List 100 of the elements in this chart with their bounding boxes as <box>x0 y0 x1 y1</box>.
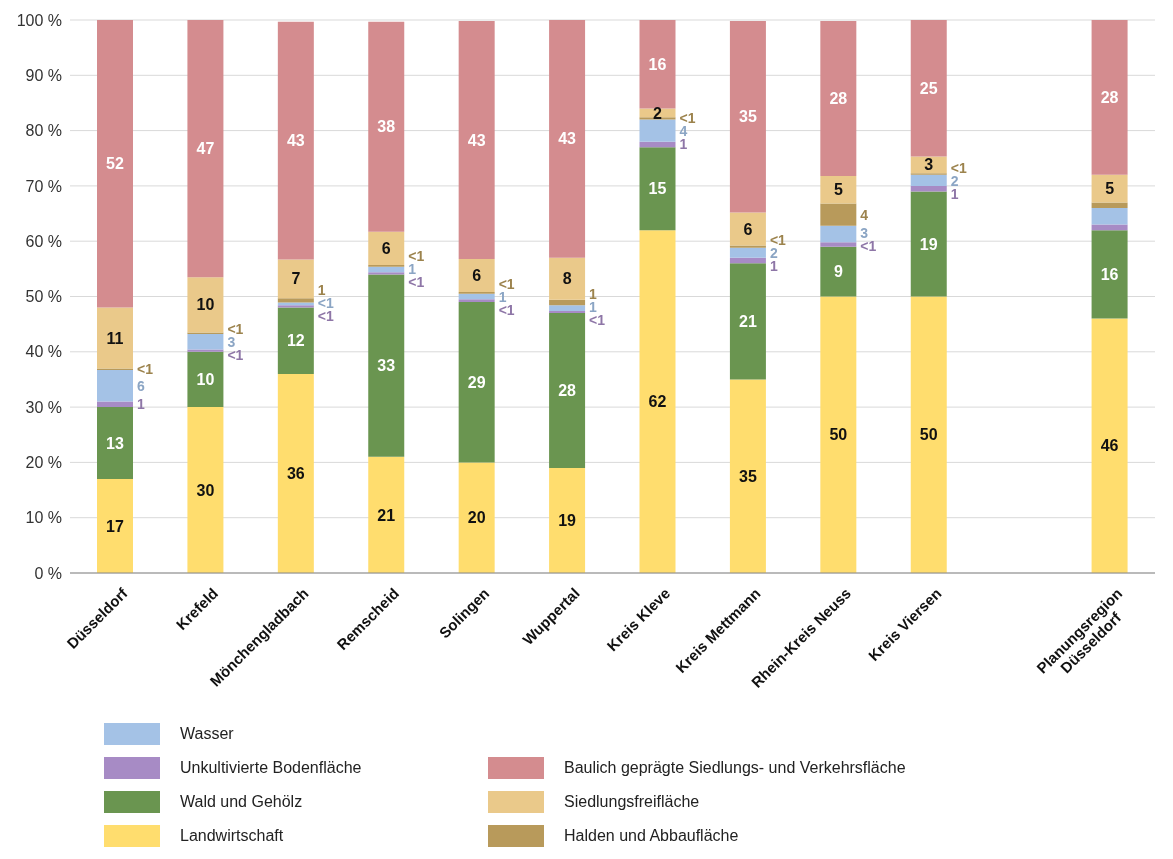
bar <box>1091 224 1128 231</box>
bar <box>368 21 405 232</box>
data-label: 46 <box>1100 437 1119 455</box>
legend-label: Halden und Abbaufläche <box>564 827 739 845</box>
bar <box>458 21 495 259</box>
legend-label: Landwirtschaft <box>180 827 284 845</box>
bar <box>820 21 857 176</box>
bar <box>458 299 495 303</box>
y-tick-label: 100 % <box>16 11 62 29</box>
bar <box>458 258 495 293</box>
bar <box>910 296 947 573</box>
data-label: 21 <box>377 506 396 524</box>
bar <box>729 257 766 264</box>
bar <box>458 302 495 463</box>
data-label: 35 <box>739 108 757 126</box>
bar <box>187 407 224 573</box>
bar <box>910 185 947 192</box>
data-label: 20 <box>467 509 486 527</box>
data-label: 16 <box>648 55 667 73</box>
data-label: 15 <box>648 180 667 198</box>
bar <box>368 272 405 275</box>
data-label: 33 <box>377 357 396 375</box>
bar <box>97 307 133 369</box>
data-label: 5 <box>833 181 843 199</box>
data-label: 1 <box>137 396 145 413</box>
data-label: 7 <box>291 270 301 288</box>
bar <box>549 305 586 311</box>
data-label: 28 <box>1100 89 1119 107</box>
data-label: 5 <box>1105 180 1115 198</box>
y-tick-label: 10 % <box>25 509 62 527</box>
data-label: 50 <box>829 426 848 444</box>
data-label: 38 <box>377 118 396 136</box>
data-label: 52 <box>106 155 124 173</box>
data-label: 9 <box>833 263 843 281</box>
legend-label: Wald und Gehölz <box>180 793 303 811</box>
data-label: 50 <box>919 426 938 444</box>
bar <box>277 298 314 303</box>
y-tick-label: 70 % <box>25 177 62 195</box>
bar <box>97 401 133 408</box>
y-tick-label: 30 % <box>25 398 62 416</box>
y-tick-label: 50 % <box>25 288 62 306</box>
data-label: 6 <box>743 220 753 238</box>
data-label: 8 <box>562 270 572 288</box>
data-label: 10 <box>196 296 215 314</box>
data-label: 28 <box>829 90 848 108</box>
bar <box>97 407 133 479</box>
legend-label: Siedlungsfreifläche <box>564 793 700 811</box>
data-label: 6 <box>472 267 482 285</box>
bar <box>187 349 224 352</box>
bar <box>729 245 766 248</box>
legend-label: Baulich geprägte Siedlungs- und Verkehrsfläche <box>564 759 906 777</box>
y-tick-label: 80 % <box>25 122 62 140</box>
data-label: 2 <box>653 104 663 122</box>
bar <box>639 119 676 142</box>
y-tick-label: 60 % <box>25 232 62 250</box>
data-label: 62 <box>648 393 667 411</box>
data-label: 29 <box>467 373 486 391</box>
bar <box>458 293 495 300</box>
bar <box>549 257 586 300</box>
bar <box>639 147 676 231</box>
bar <box>639 20 676 109</box>
y-tick-label: 40 % <box>25 343 62 361</box>
bar <box>639 230 676 573</box>
bar <box>458 462 495 573</box>
bar <box>277 307 314 374</box>
bar <box>368 456 405 573</box>
data-label: 19 <box>919 235 938 253</box>
bar <box>277 373 314 573</box>
bar <box>1091 208 1128 225</box>
bar <box>729 379 766 573</box>
bar <box>1091 318 1128 573</box>
data-label: 3 <box>924 156 934 174</box>
bar <box>729 263 766 380</box>
bar <box>277 259 314 299</box>
data-label: 17 <box>106 517 124 535</box>
data-label: 4 <box>860 206 869 223</box>
bar <box>549 299 586 306</box>
bar <box>910 191 947 297</box>
bar <box>1091 20 1128 175</box>
bar <box>820 246 857 297</box>
data-label: 12 <box>286 332 305 350</box>
bar <box>1091 202 1128 209</box>
data-label: 1 <box>679 136 688 153</box>
bar <box>639 117 676 120</box>
data-label: 11 <box>106 329 124 347</box>
bar <box>820 203 857 226</box>
bar <box>187 277 224 333</box>
y-tick-label: 90 % <box>25 66 62 84</box>
bar <box>97 370 133 402</box>
bar <box>820 242 857 247</box>
data-label: 19 <box>558 512 577 530</box>
bar <box>820 296 857 573</box>
data-label: 10 <box>196 371 215 389</box>
bar <box>820 175 857 204</box>
bar <box>277 21 314 260</box>
bar <box>97 20 133 308</box>
data-label: 6 <box>137 377 145 394</box>
data-label: 36 <box>286 465 305 483</box>
data-label: 6 <box>381 239 391 257</box>
bar <box>1091 174 1128 203</box>
